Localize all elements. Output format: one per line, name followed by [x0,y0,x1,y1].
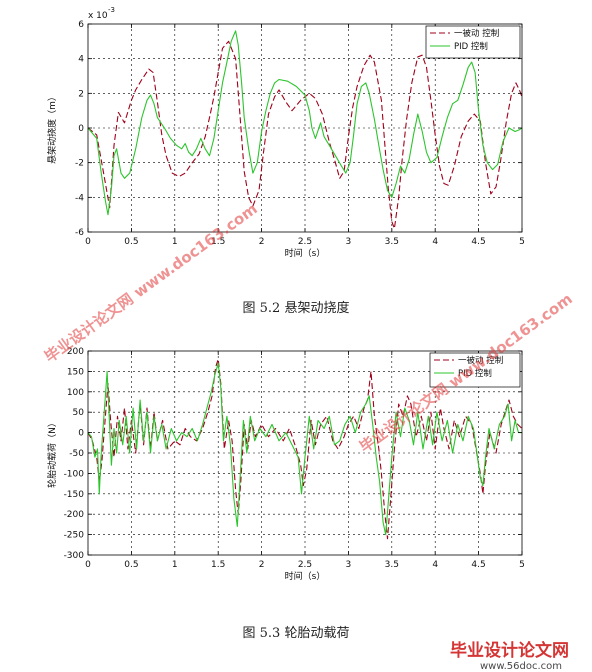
y-tick-label: -250 [64,531,85,541]
legend-label: PID 控制 [454,41,488,52]
y-tick-label: 200 [67,347,84,357]
x-tick-label: 3 [346,560,352,570]
x-tick-label: 5 [519,560,525,570]
x-tick-label: 4.5 [471,560,485,570]
y-axis-exponent-power: -3 [108,6,115,14]
legend-box [429,352,521,388]
x-axis-label: 时间（s） [285,247,326,259]
series-line [87,362,522,536]
y-tick-label: -300 [64,551,85,561]
legend-label: PID 控制 [458,368,492,379]
watermark-logo: 毕业设计论文网 www.56doc.com [450,636,569,672]
legend-box [425,25,521,59]
y-tick-label: 50 [73,408,85,418]
y-tick-label: 150 [67,367,84,377]
x-tick-label: 2 [259,560,265,570]
series-line [87,30,523,216]
x-tick-label: 0.5 [124,560,138,570]
x-tick-label: 0.5 [124,237,138,247]
y-tick-label: 2 [78,89,84,99]
x-tick-label: 1 [172,560,178,570]
x-tick-label: 1.5 [211,560,225,570]
x-tick-label: 4.5 [471,237,485,247]
y-tick-label: -200 [64,510,85,520]
y-tick-label: 4 [78,55,84,65]
legend-label: 一被动 控制 [454,28,499,39]
legend-label: 一被动 控制 [458,355,503,366]
y-tick-label: -4 [75,193,84,203]
y-tick-label: -100 [64,469,85,479]
figure-caption-5-2: 图 5.2 悬架动挠度 [242,301,350,316]
y-tick-label: 6 [78,20,84,30]
x-tick-label: 4 [432,237,438,247]
x-axis-label: 时间（s） [285,570,326,582]
y-tick-label: -150 [64,490,85,500]
x-tick-label: 2.5 [298,237,312,247]
y-tick-label: -2 [75,159,84,169]
x-tick-label: 5 [519,237,525,247]
y-axis-label: 悬架动挠度（m） [46,92,58,164]
x-tick-label: 2 [259,237,265,247]
series-line [87,40,523,230]
watermark-logo-url: www.56doc.com [480,661,563,672]
y-axis-label: 轮胎动载荷（N） [46,418,58,488]
y-tick-label: 100 [67,388,84,398]
x-tick-label: 1 [172,237,178,247]
x-tick-label: 0 [85,237,91,247]
x-tick-label: 4 [432,560,438,570]
chart-tire-dynamic-load: 0 0.5 1 1.5 2 2.5 3 3.5 4 4.5 5 -300 -250 -200 -150 -10… [46,347,525,582]
chart-suspension-deflection: 0 0.5 1 1.5 2 2.5 3 3.5 4 4.5 5 -6 -4 -2 0 2 4 6 时间（s） 悬架动挠… [46,6,525,259]
x-tick-label: 2.5 [298,560,312,570]
x-tick-label: 1.5 [211,237,225,247]
y-tick-label: 0 [78,124,84,134]
figure-caption-5-3: 图 5.3 轮胎动载荷 [242,626,350,641]
y-tick-label: 0 [78,429,84,439]
x-tick-label: 0 [85,560,91,570]
y-tick-label: -50 [69,449,84,459]
watermark-logo-title: 毕业设计论文网 [450,641,569,661]
x-tick-label: 3 [346,237,352,247]
x-tick-label: 3.5 [385,237,399,247]
x-tick-label: 3.5 [385,560,399,570]
y-tick-label: -6 [75,228,84,238]
y-axis-exponent: x 10 [88,11,108,21]
